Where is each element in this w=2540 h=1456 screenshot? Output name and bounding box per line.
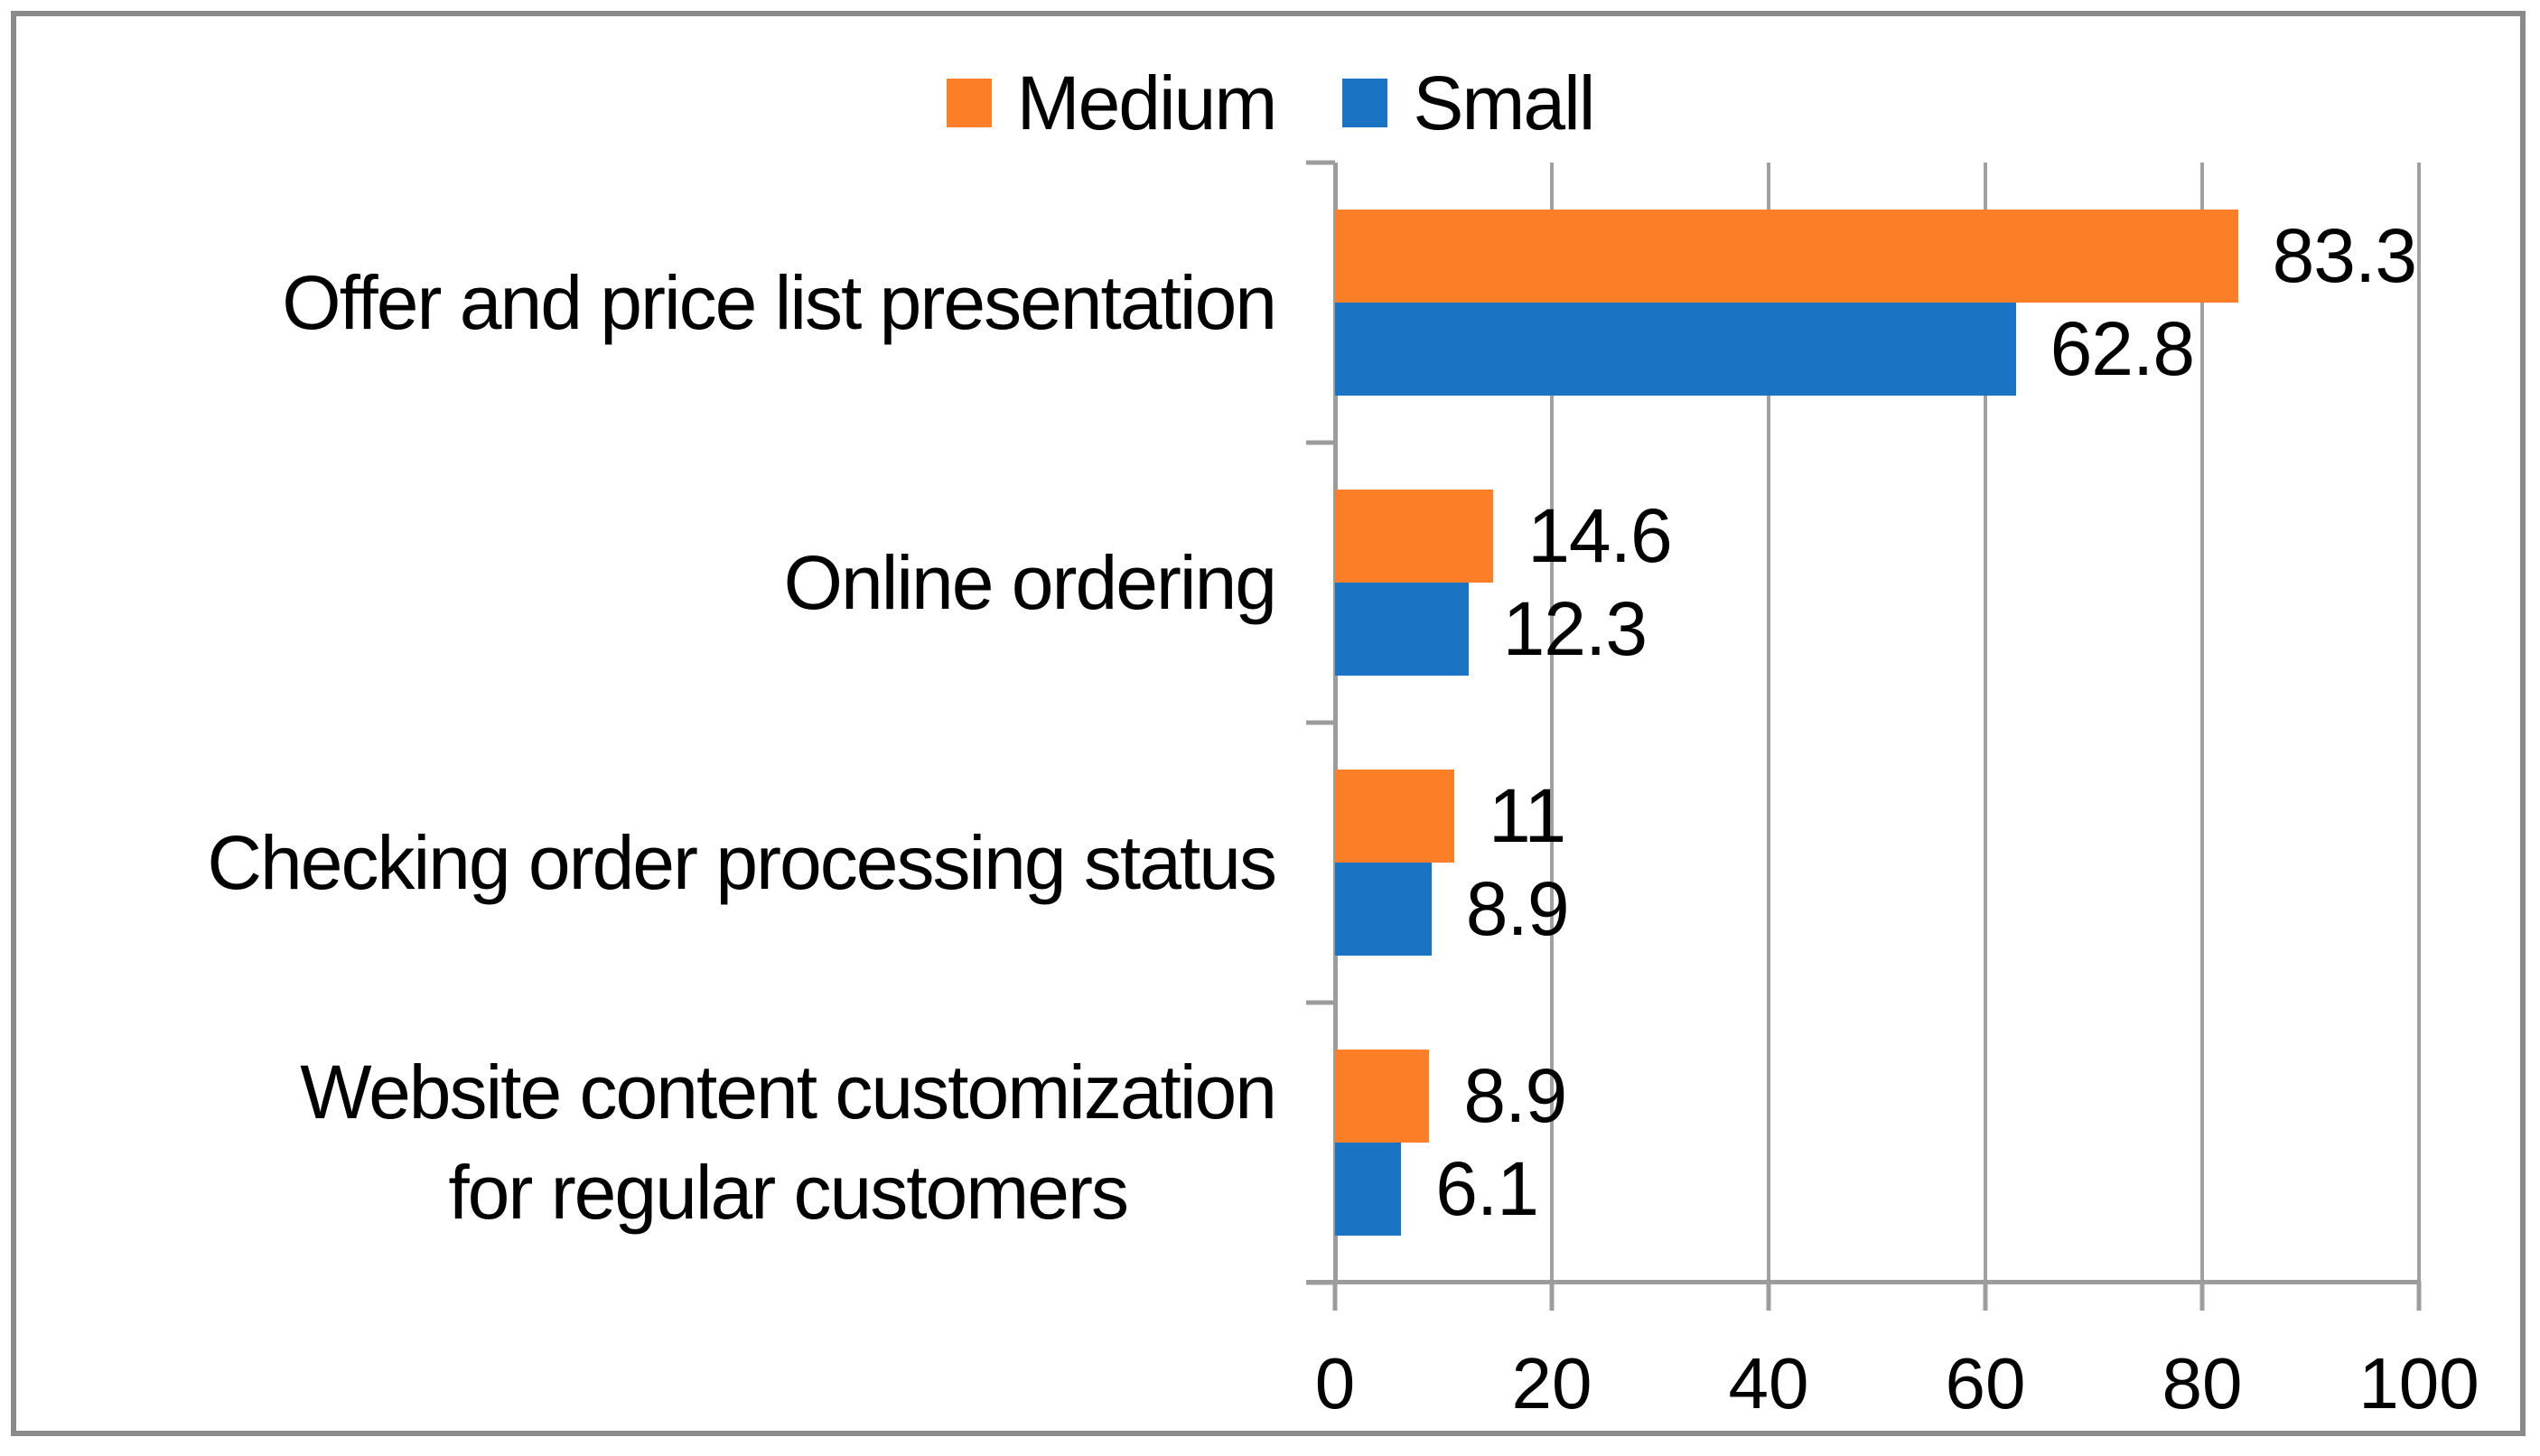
bar-small xyxy=(1335,1143,1402,1236)
y-axis-tick xyxy=(1306,160,1335,165)
category-band: 11 8.9 xyxy=(1335,723,2419,1003)
bar-row: 14.6 xyxy=(1335,490,2419,583)
bar-row: 83.3 xyxy=(1335,210,2419,303)
plot-area: 83.3 62.8 14.6 12.3 11 8.9 8.9 6.1 xyxy=(1306,160,2421,1285)
category-label: Offer and price list presentation xyxy=(282,259,1277,345)
value-label: 8.9 xyxy=(1465,866,1570,951)
x-axis-ticks-and-labels: 0 20 40 60 80 100 xyxy=(1315,1281,2479,1443)
category-label: Checking order processing status xyxy=(207,819,1277,905)
bar-medium xyxy=(1335,770,1454,863)
value-label: 12.3 xyxy=(1502,586,1648,671)
bar-row: 12.3 xyxy=(1335,583,2419,676)
bars-container: 83.3 62.8 14.6 12.3 11 8.9 8.9 6.1 xyxy=(1335,163,2419,1283)
value-label: 62.8 xyxy=(2050,306,2195,391)
category-band: 8.9 6.1 xyxy=(1335,1003,2419,1283)
category-labels: Offer and price list presentation Online … xyxy=(36,163,1277,1283)
bar-row: 8.9 xyxy=(1335,1050,2419,1143)
y-axis-tick xyxy=(1306,1000,1335,1005)
y-axis-line xyxy=(1333,163,1338,1284)
legend-swatch-medium xyxy=(946,79,992,127)
value-label: 6.1 xyxy=(1435,1146,1539,1231)
x-axis-tick-label: 100 xyxy=(2358,1343,2479,1423)
value-label: 14.6 xyxy=(1527,493,1672,578)
bar-row: 62.8 xyxy=(1335,303,2419,396)
legend-label-medium: Medium xyxy=(1016,61,1278,145)
category-label: Online ordering xyxy=(783,539,1277,625)
x-axis-tick-label: 40 xyxy=(1728,1343,1809,1423)
x-axis-tick xyxy=(1766,1281,1771,1311)
bar-medium xyxy=(1335,210,2238,303)
legend-item-small: Small xyxy=(1342,61,1595,145)
gridline xyxy=(1984,163,1987,1283)
x-axis-line xyxy=(1306,1280,2421,1284)
bar-row: 11 xyxy=(1335,770,2419,863)
legend-item-medium: Medium xyxy=(946,61,1278,145)
legend-label-small: Small xyxy=(1413,61,1595,145)
x-axis-tick-label: 60 xyxy=(1945,1343,2026,1423)
value-label: 8.9 xyxy=(1463,1053,1567,1138)
legend-swatch-small xyxy=(1342,79,1388,127)
bar-row: 8.9 xyxy=(1335,863,2419,956)
y-axis-tick xyxy=(1306,720,1335,725)
x-axis-tick xyxy=(2416,1281,2422,1311)
y-axis-tick xyxy=(1306,440,1335,445)
gridline xyxy=(2417,163,2421,1283)
bar-medium xyxy=(1335,1050,1430,1143)
bar-row: 6.1 xyxy=(1335,1143,2419,1236)
value-label: 11 xyxy=(1489,773,1566,858)
category-band: 83.3 62.8 xyxy=(1335,163,2419,443)
legend: Medium Small xyxy=(0,65,2540,141)
gridline xyxy=(1550,163,1554,1283)
bar-small xyxy=(1335,303,2016,396)
value-label: 83.3 xyxy=(2272,213,2417,298)
gridline xyxy=(2200,163,2204,1283)
gridline xyxy=(1767,163,1770,1283)
x-axis-tick xyxy=(1983,1281,1988,1311)
x-axis-tick-label: 80 xyxy=(2162,1343,2243,1423)
bar-small xyxy=(1335,863,1432,956)
x-axis-tick xyxy=(1549,1281,1555,1311)
bar-small xyxy=(1335,583,1469,676)
x-axis-tick xyxy=(2199,1281,2205,1311)
x-axis-tick-label: 20 xyxy=(1511,1343,1592,1423)
x-axis-tick xyxy=(1332,1281,1338,1311)
bar-medium xyxy=(1335,490,1494,583)
x-axis-tick-label: 0 xyxy=(1314,1343,1356,1423)
category-band: 14.6 12.3 xyxy=(1335,443,2419,723)
category-label: Website content customization for regula… xyxy=(300,1050,1277,1235)
